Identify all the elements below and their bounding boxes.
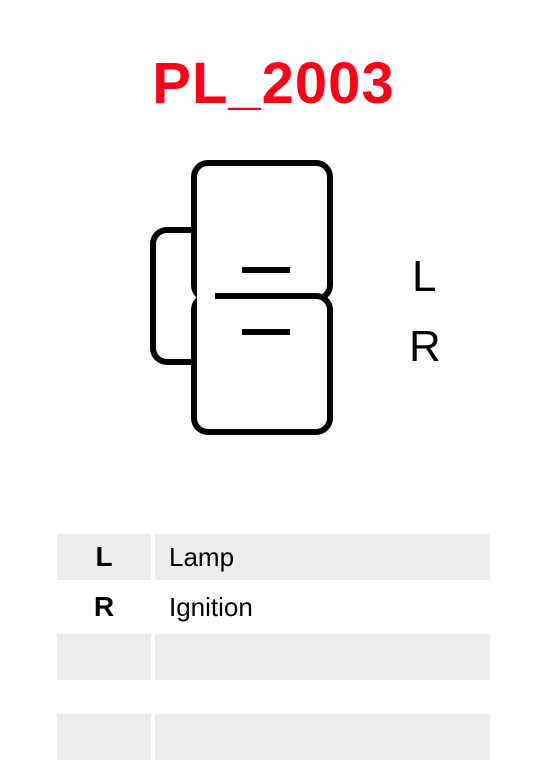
- legend-key: R: [57, 584, 151, 630]
- table-row: [57, 714, 490, 760]
- table-row: LLamp: [57, 534, 490, 580]
- legend-value: [155, 714, 490, 760]
- pin-label-l: L: [412, 252, 436, 302]
- pin-legend-extra: [57, 714, 490, 764]
- legend-key: [57, 714, 151, 760]
- legend-key: [57, 634, 151, 680]
- pin-legend-table: LLampRIgnition: [57, 534, 490, 684]
- table-row: RIgnition: [57, 584, 490, 630]
- table-row: [57, 634, 490, 680]
- connector-diagram: [150, 160, 370, 460]
- legend-value: Lamp: [155, 534, 490, 580]
- legend-value: [155, 634, 490, 680]
- legend-value: Ignition: [155, 584, 490, 630]
- pin-label-r: R: [409, 322, 441, 372]
- diagram-title: PL_2003: [0, 50, 547, 117]
- legend-key: L: [57, 534, 151, 580]
